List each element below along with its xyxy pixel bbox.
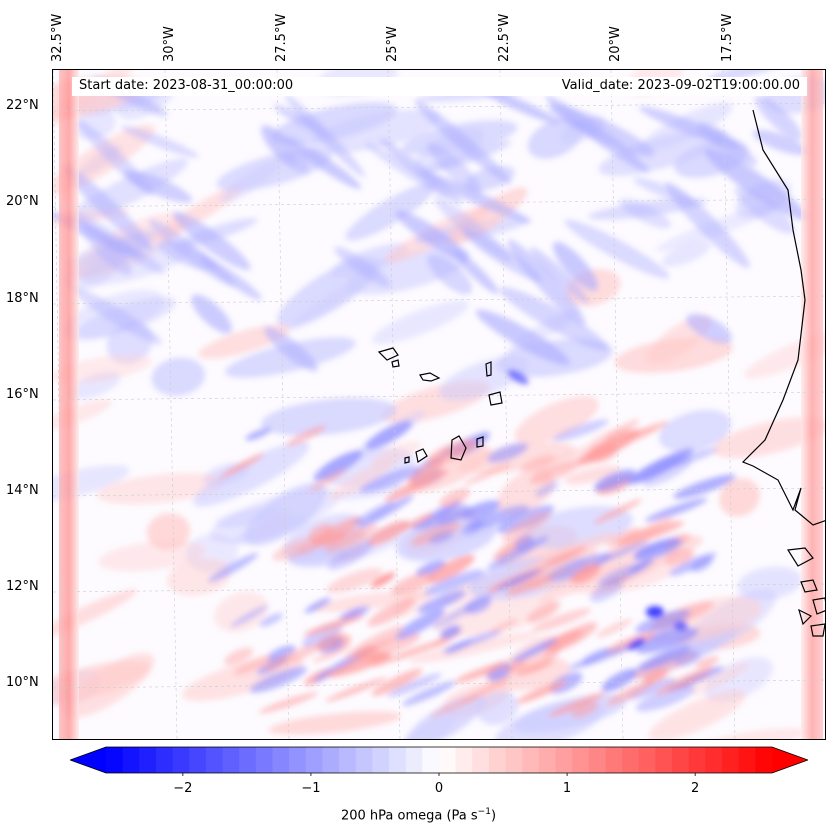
- map-panel: [52, 69, 826, 740]
- colorbar-tick-label: −2: [173, 781, 193, 796]
- latitude-label: 14°N: [6, 483, 39, 498]
- cape-verde-fogo: [415, 448, 428, 463]
- cape-verde-sao-nicolau: [419, 372, 441, 382]
- longitude-label: 30°W: [162, 26, 177, 62]
- coastline: [377, 109, 825, 637]
- graticule: [53, 70, 825, 739]
- longitude-label: 27.5°W: [274, 13, 289, 62]
- boundary-relaxation-zone: [59, 70, 823, 739]
- latitude-label: 22°N: [6, 98, 39, 113]
- cape-verde-boa-vista: [488, 391, 503, 406]
- latitude-label: 10°N: [6, 675, 39, 690]
- africa-coast: [741, 109, 825, 526]
- longitude-label: 22.5°W: [497, 13, 512, 62]
- colorbar-label: 200 hPa omega (Pa s−1): [340, 807, 497, 824]
- cape-verde-sal: [485, 361, 492, 377]
- latitude-label: 12°N: [6, 579, 39, 594]
- valid-date-label: Valid_date: 2023-09-02T19:00:00.00: [561, 78, 800, 93]
- coast-islands-south: [786, 547, 825, 637]
- omega-contour-fill: [53, 70, 825, 739]
- colorbar-extend-max: [772, 747, 808, 773]
- omega-field-map: [53, 70, 825, 739]
- colorbar-tick-label: 0: [434, 781, 444, 796]
- longitude-label: 32.5°W: [50, 13, 65, 62]
- colorbar: [70, 746, 808, 776]
- start-date-label: Start date: 2023-08-31_00:00:00: [79, 78, 294, 93]
- cape-verde-maio: [476, 436, 484, 448]
- colorbar-tick-label: 2: [691, 781, 700, 796]
- longitude-label: 25°W: [385, 26, 400, 62]
- colorbar-extend-min: [70, 747, 106, 773]
- cape-verde-santo-antao: [377, 347, 399, 361]
- colorbar-tick-label: −1: [301, 781, 321, 796]
- latitude-label: 16°N: [6, 387, 39, 402]
- latitude-label: 18°N: [6, 291, 39, 306]
- latitude-label: 20°N: [6, 194, 39, 209]
- cape-verde-santiago: [450, 435, 467, 461]
- colorbar-tick-label: 1: [562, 781, 572, 796]
- longitude-label: 20°W: [608, 26, 623, 62]
- cape-verde-brava: [404, 456, 410, 464]
- title-background: [72, 77, 807, 96]
- longitude-label: 17.5°W: [720, 13, 735, 62]
- cape-verde-sao-vicente: [391, 359, 400, 368]
